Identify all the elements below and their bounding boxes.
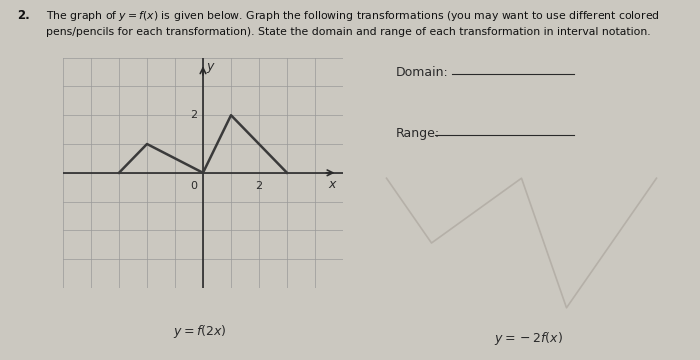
- Text: $y = f(2x)$: $y = f(2x)$: [173, 323, 226, 340]
- Text: $y = -2f(x)$: $y = -2f(x)$: [494, 330, 563, 347]
- Text: 2: 2: [256, 181, 262, 191]
- Text: x: x: [328, 178, 335, 191]
- Text: pens/pencils for each transformation). State the domain and range of each transf: pens/pencils for each transformation). S…: [46, 27, 650, 37]
- Text: 0: 0: [190, 181, 197, 191]
- Text: Domain:: Domain:: [395, 66, 448, 78]
- Text: 2: 2: [190, 110, 197, 120]
- Text: The graph of $y= f(x)$ is given below. Graph the following transformations (you : The graph of $y= f(x)$ is given below. G…: [46, 9, 659, 23]
- Text: 2.: 2.: [18, 9, 30, 22]
- Text: Range:: Range:: [395, 127, 440, 140]
- Text: y: y: [206, 60, 214, 73]
